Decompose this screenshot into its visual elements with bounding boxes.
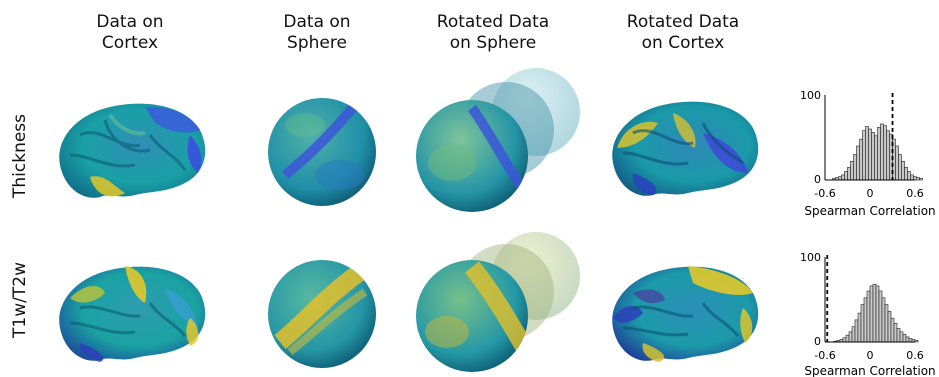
null-distribution-histogram-t1w-t2w: 100 0 -0.6 0 0.6 Spearman Correlation bbox=[800, 251, 935, 377]
histogram-bar bbox=[878, 290, 883, 343]
x-tick-label-left: -0.6 bbox=[814, 349, 835, 362]
histogram-bar bbox=[851, 326, 856, 343]
histogram-bar bbox=[890, 317, 895, 343]
histogram-bar bbox=[881, 297, 886, 343]
histogram-bar bbox=[910, 174, 914, 181]
y-tick-label-bottom: 0 bbox=[814, 335, 821, 348]
histogram-bar bbox=[919, 178, 923, 181]
histogram-bar bbox=[865, 126, 869, 181]
histogram-bar bbox=[862, 130, 866, 181]
histogram-bar bbox=[863, 297, 868, 343]
sphere-t1w-t2w bbox=[268, 260, 376, 368]
histogram-bar bbox=[887, 311, 892, 343]
histogram-bar bbox=[905, 336, 910, 343]
histogram-bar bbox=[868, 128, 872, 181]
rotated-spheres-t1w-t2w bbox=[416, 232, 580, 372]
y-tick-label-top: 100 bbox=[800, 251, 821, 264]
histogram-bar bbox=[880, 123, 884, 181]
row-label-thickness: Thickness bbox=[10, 113, 30, 198]
histogram-bar bbox=[842, 337, 847, 343]
histogram-bar bbox=[899, 331, 904, 343]
histogram-bar bbox=[886, 130, 890, 181]
x-tick-label-middle: 0 bbox=[867, 187, 874, 200]
histogram-bar bbox=[874, 135, 878, 181]
histogram-bar bbox=[871, 132, 875, 181]
histogram-bar bbox=[883, 125, 887, 181]
header-rotated-data-on-sphere: Rotated Data on Sphere bbox=[436, 12, 550, 53]
histogram-bar bbox=[877, 126, 881, 181]
x-tick-label-right: 0.6 bbox=[906, 349, 924, 362]
histogram-bar bbox=[841, 174, 845, 181]
histogram-bar bbox=[895, 145, 899, 181]
header-data-on-sphere: Data on Sphere bbox=[283, 12, 351, 53]
histogram-bar bbox=[914, 340, 919, 343]
histogram-bar bbox=[913, 176, 917, 181]
rotated-cortex-thickness bbox=[612, 101, 759, 196]
histogram-bar bbox=[857, 312, 862, 343]
histogram-bar bbox=[850, 161, 854, 181]
histogram-bar bbox=[859, 138, 863, 181]
histogram-bar bbox=[901, 161, 905, 181]
x-tick-label-middle: 0 bbox=[867, 349, 874, 362]
histogram-bar bbox=[904, 166, 908, 181]
header-rotated-data-on-cortex: Rotated Data on Cortex bbox=[626, 12, 740, 53]
histogram-bar bbox=[845, 334, 850, 343]
x-axis-label: Spearman Correlation bbox=[804, 364, 935, 377]
histogram-bar bbox=[854, 319, 859, 343]
y-tick-label-top: 100 bbox=[800, 89, 821, 102]
histogram-bar bbox=[844, 171, 848, 181]
x-axis-label: Spearman Correlation bbox=[804, 204, 935, 218]
histogram-bar bbox=[847, 166, 851, 181]
histogram-bar bbox=[856, 145, 860, 181]
header-data-on-cortex: Data on Cortex bbox=[96, 12, 164, 53]
null-distribution-histogram-thickness: 100 0 -0.6 0 0.6 Spearman Correlation bbox=[800, 89, 935, 218]
histogram-bar bbox=[875, 285, 880, 343]
cortex-surface-thickness bbox=[59, 103, 206, 198]
rotated-spheres-thickness bbox=[416, 68, 580, 212]
histogram-bar bbox=[902, 334, 907, 343]
histogram-bar bbox=[896, 328, 901, 343]
histogram-bar bbox=[848, 331, 853, 343]
histogram-bar bbox=[869, 285, 874, 343]
histogram-bar bbox=[853, 154, 857, 181]
histogram-bar bbox=[860, 304, 865, 343]
histogram-bar bbox=[838, 176, 842, 181]
histogram-bar bbox=[866, 290, 871, 343]
histogram-bar bbox=[872, 283, 877, 343]
x-tick-label-left: -0.6 bbox=[814, 187, 835, 200]
histogram-bar bbox=[898, 154, 902, 181]
row-label-t1w-t2w: T1w/T2w bbox=[10, 262, 30, 338]
histogram-bar bbox=[884, 304, 889, 343]
x-tick-label-right: 0.6 bbox=[906, 187, 924, 200]
histogram-bar bbox=[893, 323, 898, 343]
sphere-thickness bbox=[268, 98, 376, 206]
histogram-bar bbox=[907, 171, 911, 181]
rotated-cortex-t1w-t2w bbox=[612, 266, 759, 362]
y-tick-label-bottom: 0 bbox=[814, 173, 821, 186]
cortex-surface-t1w-t2w bbox=[59, 266, 206, 362]
histogram-bar bbox=[916, 177, 920, 181]
histogram-bar bbox=[908, 338, 913, 343]
